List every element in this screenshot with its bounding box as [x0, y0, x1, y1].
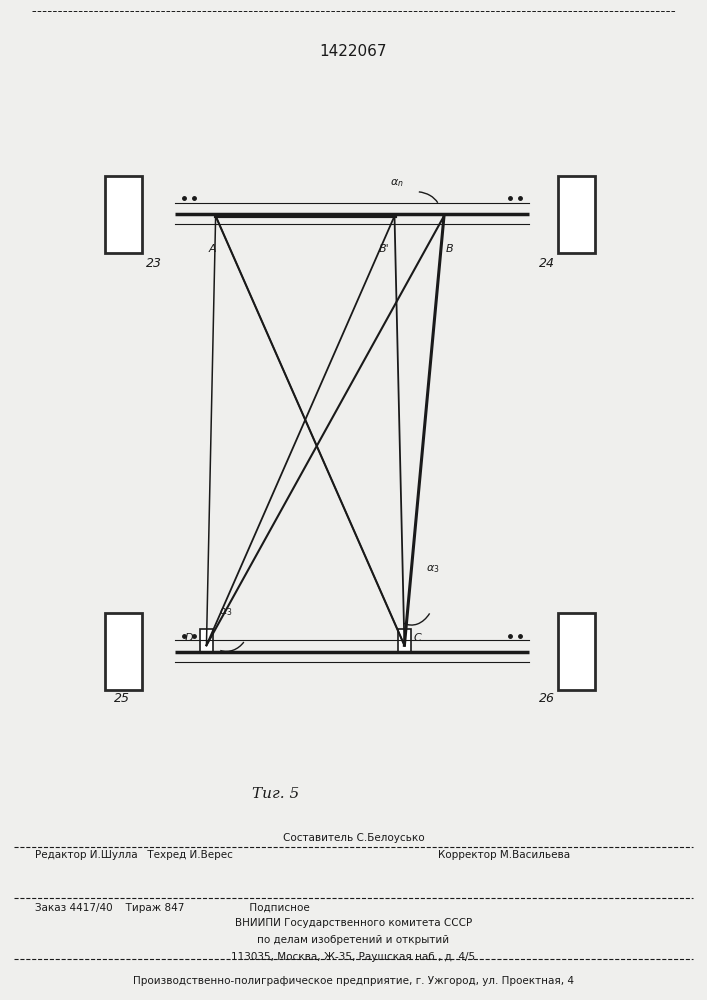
- Text: 113035, Москва, Ж-35, Раушская наб., д. 4/5: 113035, Москва, Ж-35, Раушская наб., д. …: [231, 952, 476, 962]
- Text: 1422067: 1422067: [320, 44, 387, 59]
- Text: 25: 25: [115, 692, 130, 705]
- Text: ВНИИПИ Государственного комитета СССР: ВНИИПИ Государственного комитета СССР: [235, 918, 472, 928]
- Text: Τиг. 5: Τиг. 5: [252, 787, 299, 801]
- Text: по делам изобретений и открытий: по делам изобретений и открытий: [257, 935, 450, 945]
- Bar: [558, 613, 595, 690]
- Text: B': B': [378, 244, 390, 254]
- Bar: [558, 176, 595, 253]
- Text: Производственно-полиграфическое предприятие, г. Ужгород, ул. Проектная, 4: Производственно-полиграфическое предприя…: [133, 976, 574, 986]
- Text: 23: 23: [146, 257, 162, 270]
- Text: 26: 26: [539, 692, 554, 705]
- Text: Редактор И.Шулла   Техред И.Верес: Редактор И.Шулла Техред И.Верес: [35, 850, 233, 860]
- Bar: [105, 613, 142, 690]
- Text: $\alpha_n$: $\alpha_n$: [390, 177, 404, 189]
- Text: $\alpha_3$: $\alpha_3$: [426, 563, 440, 575]
- Bar: [398, 629, 411, 653]
- Text: A: A: [209, 244, 216, 254]
- Text: Корректор М.Васильева: Корректор М.Васильева: [438, 850, 571, 860]
- Text: C: C: [414, 633, 421, 643]
- Text: Составитель С.Белоусько: Составитель С.Белоусько: [283, 833, 424, 843]
- Text: B: B: [446, 244, 453, 254]
- Text: Заказ 4417/40    Тираж 847                    Подписное: Заказ 4417/40 Тираж 847 Подписное: [35, 903, 310, 913]
- Text: $\alpha_3$: $\alpha_3$: [219, 607, 233, 618]
- Text: D: D: [185, 633, 193, 643]
- Bar: [200, 629, 213, 653]
- Text: 24: 24: [539, 257, 554, 270]
- Bar: [105, 176, 142, 253]
